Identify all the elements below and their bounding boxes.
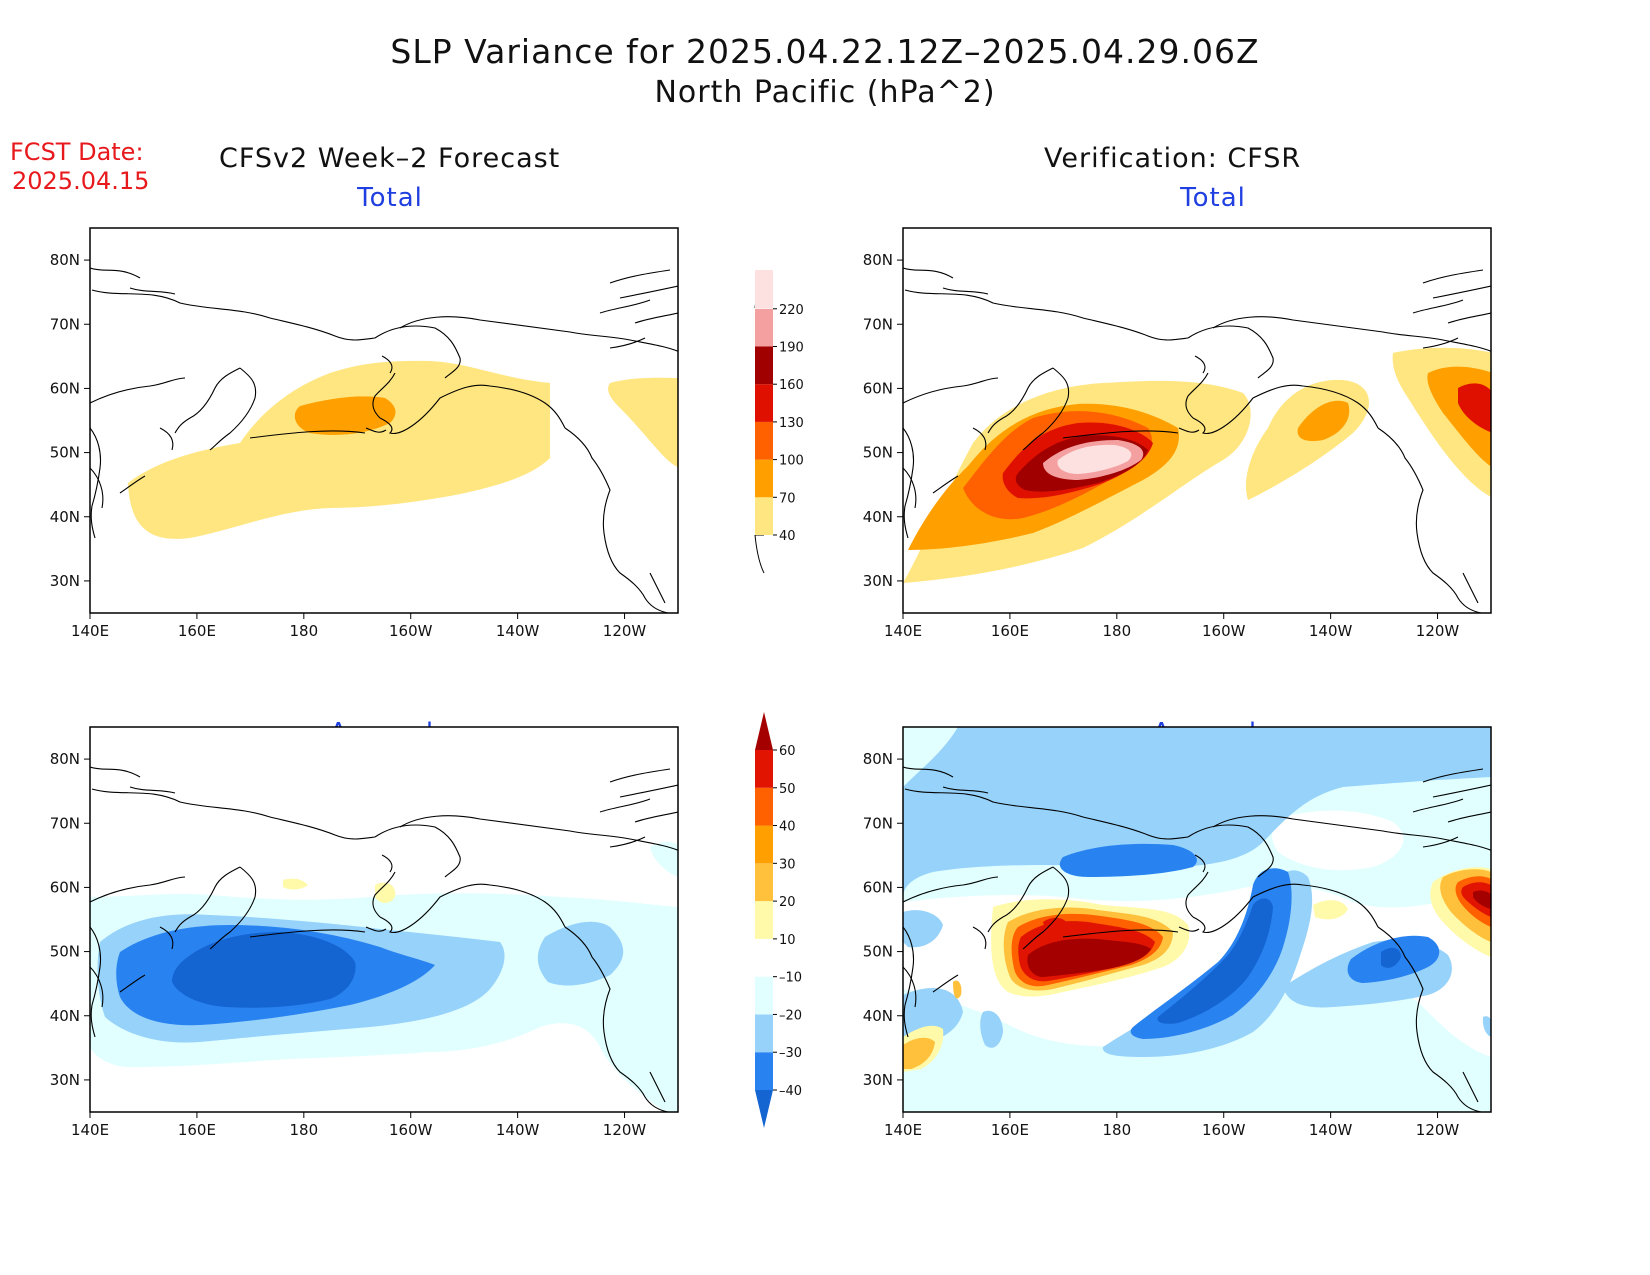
lat-tick-label: 30N: [50, 1071, 80, 1089]
colorbar-segment: [755, 901, 773, 939]
lon-tick-label: 160E: [991, 622, 1029, 640]
colorbar-level-label: –30: [779, 1046, 802, 1061]
lat-tick-label: 70N: [863, 814, 893, 832]
lon-tick-label: 140W: [496, 1121, 540, 1139]
lon-tick-label: 140W: [1309, 1121, 1353, 1139]
lat-tick-label: 30N: [50, 572, 80, 590]
lon-tick-label: 180: [1102, 1121, 1131, 1139]
lon-tick-label: 180: [289, 1121, 318, 1139]
lon-tick-label: 160W: [1202, 1121, 1246, 1139]
lat-tick-label: 40N: [50, 508, 80, 526]
lat-tick-label: 50N: [863, 444, 893, 462]
lat-tick-label: 60N: [863, 379, 893, 397]
lon-tick-label: 160E: [178, 1121, 216, 1139]
colorbar-segment: [755, 750, 773, 788]
colorbar-level-label: 60: [779, 744, 796, 759]
lat-tick-label: 30N: [863, 572, 893, 590]
verification-total-title: Total: [1180, 183, 1246, 213]
forecast-anomaly-panel: 140E 160E 180 160W 140W 120W 80N 70N 60N 50N 40N 30…: [50, 726, 679, 1139]
colorbar-segment: [755, 459, 773, 498]
lat-tick-label: 40N: [863, 1007, 893, 1025]
colorbar-level-label: 10: [779, 933, 796, 948]
colorbar-segment: [755, 1014, 773, 1053]
lat-tick-label: 30N: [863, 1071, 893, 1089]
colorbar-level-label: –40: [779, 1084, 802, 1099]
lat-tick-label: 40N: [863, 508, 893, 526]
colorbar-segment: [755, 421, 773, 460]
lon-tick-label: 120W: [603, 1121, 647, 1139]
lat-tick-label: 80N: [50, 251, 80, 269]
lat-tick-label: 70N: [50, 315, 80, 333]
colorbar-level-label: 40: [779, 820, 796, 835]
forecast-total-title: Total: [357, 183, 423, 213]
lat-tick-label: 70N: [863, 315, 893, 333]
lon-tick-label: 120W: [603, 622, 647, 640]
fcst-date-label: FCST Date:: [10, 138, 144, 166]
colorbar-top-arrow: [755, 712, 773, 750]
lon-tick-label: 160W: [389, 622, 433, 640]
colorbar-level-label: –20: [779, 1008, 802, 1023]
forecast-column-title: CFSv2 Week–2 Forecast: [219, 143, 561, 174]
colorbar-segment: [755, 346, 773, 385]
forecast-total-panel: 140E 160E 180 160W 140W 120W 80N 70N 60N 50N 40N 30…: [50, 227, 679, 640]
lon-tick-label: 180: [289, 622, 318, 640]
colorbar-segment: [755, 497, 773, 535]
colorbar-level-label: 50: [779, 782, 796, 797]
lat-tick-label: 50N: [50, 444, 80, 462]
lat-tick-label: 40N: [50, 1007, 80, 1025]
colorbar-segment: [755, 384, 773, 422]
colorbar-level-label: 190: [779, 341, 804, 356]
total-colorbar: 40 70 100 130 160 190 220: [754, 269, 804, 574]
lat-tick-label: 60N: [50, 878, 80, 896]
lat-tick-label: 80N: [50, 750, 80, 768]
colorbar-level-label: –10: [779, 971, 802, 986]
lon-tick-label: 180: [1102, 622, 1131, 640]
lat-tick-label: 80N: [863, 750, 893, 768]
lat-tick-label: 70N: [50, 814, 80, 832]
colorbar-segment: [755, 938, 773, 977]
main-subtitle: North Pacific (hPa^2): [654, 75, 996, 110]
colorbar-segment: [755, 308, 773, 347]
lon-tick-label: 140W: [1309, 622, 1353, 640]
colorbar-bottom-arrow: [755, 1090, 773, 1128]
lon-tick-label: 140W: [496, 622, 540, 640]
lon-tick-label: 140E: [884, 622, 922, 640]
verification-total-panel: 140E 160E 180 160W 140W 120W 80N 70N 60N 50N 40N 30…: [863, 227, 1492, 640]
colorbar-segment: [755, 1052, 773, 1090]
lon-tick-label: 160W: [1202, 622, 1246, 640]
colorbar-level-label: 20: [779, 895, 796, 910]
colorbar-segment: [755, 863, 773, 902]
colorbar-level-label: 220: [779, 303, 804, 318]
lat-tick-label: 80N: [863, 251, 893, 269]
colorbar-segment: [755, 270, 773, 308]
lon-tick-label: 140E: [71, 622, 109, 640]
lat-tick-label: 60N: [50, 379, 80, 397]
lat-tick-label: 50N: [50, 943, 80, 961]
anomaly-colorbar: –40 –30 –20 –10 10 20 30 40 50 60: [755, 712, 802, 1128]
lon-tick-label: 160E: [991, 1121, 1029, 1139]
colorbar-segment: [755, 825, 773, 864]
colorbar-segment: [755, 976, 773, 1015]
lon-tick-label: 160E: [178, 622, 216, 640]
colorbar-level-label: 70: [779, 491, 796, 506]
colorbar-level-label: 100: [779, 454, 804, 469]
lon-tick-label: 140E: [884, 1121, 922, 1139]
lon-tick-label: 120W: [1416, 622, 1460, 640]
colorbar-level-label: 160: [779, 378, 804, 393]
lon-tick-label: 120W: [1416, 1121, 1460, 1139]
verification-column-title: Verification: CFSR: [1044, 143, 1302, 174]
lat-tick-label: 60N: [863, 878, 893, 896]
verification-anomaly-panel: 140E 160E 180 160W 140W 120W 80N 70N 60N 50N 40N 30…: [863, 726, 1492, 1139]
fcst-date-value: 2025.04.15: [12, 167, 150, 195]
colorbar-level-label: 40: [779, 529, 796, 544]
lon-tick-label: 160W: [389, 1121, 433, 1139]
lat-tick-label: 50N: [863, 943, 893, 961]
colorbar-segment: [755, 787, 773, 826]
colorbar-level-label: 130: [779, 416, 804, 431]
lon-tick-label: 140E: [71, 1121, 109, 1139]
colorbar-level-label: 30: [779, 857, 796, 872]
main-title: SLP Variance for 2025.04.22.12Z–2025.04.…: [390, 32, 1260, 71]
